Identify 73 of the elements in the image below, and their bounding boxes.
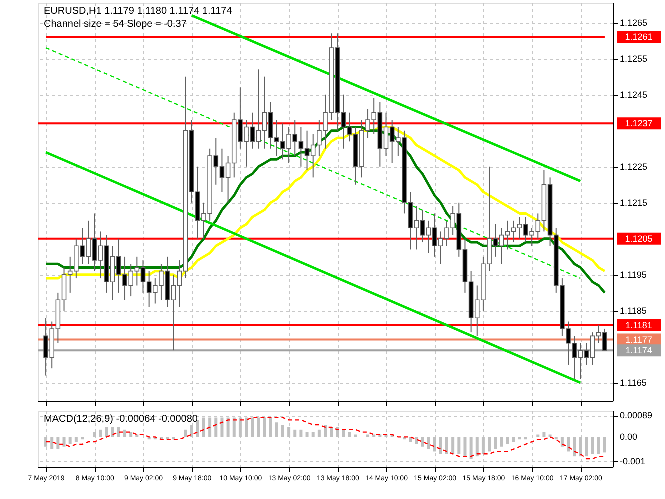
bar xyxy=(512,437,516,442)
y-tick-label: 1.1215 xyxy=(620,198,648,208)
bar xyxy=(172,437,176,440)
bar xyxy=(80,437,84,440)
y-tick-label: 0.00 xyxy=(620,432,638,442)
bar xyxy=(99,430,102,438)
bar xyxy=(524,437,528,440)
bar xyxy=(130,432,133,438)
ref-line-label: 1.1177 xyxy=(626,334,652,345)
bar xyxy=(542,432,546,438)
y-tick-label: 1.1185 xyxy=(620,306,647,316)
bar xyxy=(105,427,108,438)
bar xyxy=(312,432,315,438)
ref-line-label: 1.1205 xyxy=(625,234,653,244)
bar xyxy=(196,420,200,438)
y-tick-label: -0.001 xyxy=(620,456,646,466)
bar xyxy=(348,432,352,438)
bar xyxy=(506,437,510,444)
ref-line-label: 1.1237 xyxy=(625,118,653,129)
bar xyxy=(458,437,461,454)
y-tick-label: 1.1245 xyxy=(620,90,648,100)
bar xyxy=(500,437,504,447)
y-tick-label: 1.1195 xyxy=(620,270,647,280)
bar xyxy=(603,437,606,453)
bar xyxy=(476,437,479,457)
y-tick-label: 1.1255 xyxy=(620,54,648,64)
bar xyxy=(56,437,60,450)
bar xyxy=(74,437,78,442)
bar xyxy=(464,437,467,457)
y-tick-label: 1.1165 xyxy=(620,378,647,388)
bar xyxy=(281,425,284,438)
bar xyxy=(560,437,564,447)
text: Channel size = 54 Slope = -0.37 xyxy=(44,19,188,30)
bar xyxy=(117,427,120,438)
bar xyxy=(585,437,588,457)
bar xyxy=(518,437,522,440)
bar xyxy=(324,425,327,438)
bar xyxy=(62,437,66,447)
bar xyxy=(275,422,278,438)
bar xyxy=(50,437,54,450)
bar xyxy=(421,437,424,447)
bar xyxy=(452,437,455,454)
bar xyxy=(318,430,321,438)
bar xyxy=(488,437,492,452)
bar xyxy=(300,430,303,438)
chart-title: MACD(12,26,9) -0.00064 -0.00080 xyxy=(44,414,198,425)
ref-line-label: 1.1181 xyxy=(626,320,652,330)
bar xyxy=(342,430,346,438)
bar xyxy=(111,427,114,438)
bar xyxy=(591,437,594,454)
bar xyxy=(184,430,188,438)
ref-line-label: 1.1174 xyxy=(626,346,652,356)
chart-title: EURUSD,H1 1.1179 1.1180 1.1174 1.1174 xyxy=(44,6,233,17)
bar xyxy=(124,430,127,438)
bar xyxy=(427,437,430,450)
bar xyxy=(573,437,576,457)
bar xyxy=(415,437,418,444)
bar xyxy=(409,437,412,442)
bar xyxy=(554,437,558,440)
bar xyxy=(494,437,498,450)
y-tick-label: 1.1265 xyxy=(620,18,648,28)
ref-line-label: 1.1261 xyxy=(625,32,653,42)
bar xyxy=(294,430,297,438)
bar xyxy=(306,432,309,438)
bar xyxy=(470,437,473,459)
bar xyxy=(68,437,72,444)
bar xyxy=(330,427,334,438)
y-tick-label: 1.1225 xyxy=(620,162,648,172)
bar xyxy=(567,437,570,452)
bar xyxy=(439,437,442,454)
bar xyxy=(597,437,600,454)
bar xyxy=(446,437,449,454)
y-tick-label: 0.00089 xyxy=(620,410,653,421)
